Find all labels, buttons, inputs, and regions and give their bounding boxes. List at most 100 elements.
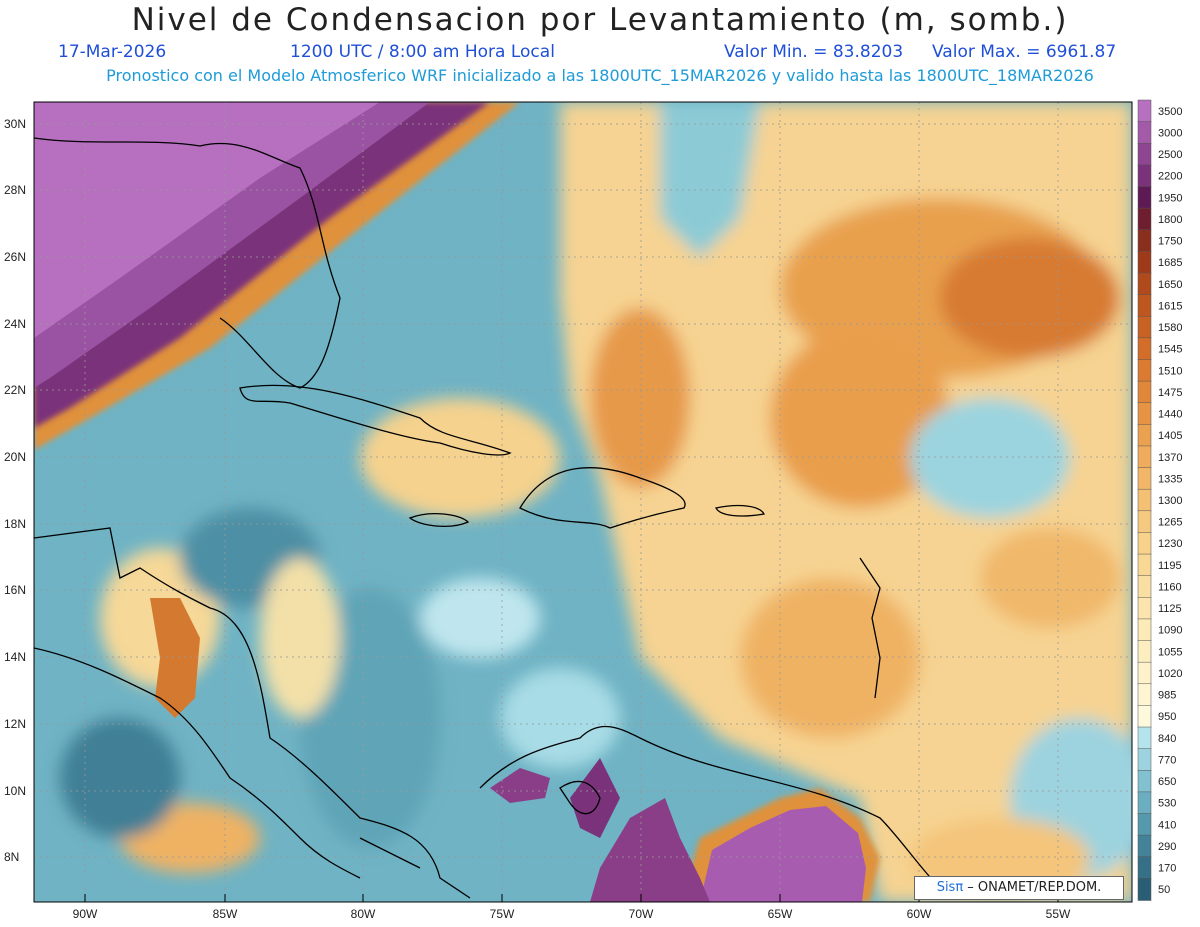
legend-label: 1750 <box>1158 236 1182 248</box>
legend-swatch <box>1137 488 1152 512</box>
legend-label: 770 <box>1158 754 1176 766</box>
northwest-high-lcl <box>34 102 520 450</box>
legend-swatch <box>1137 510 1152 534</box>
legend-label: 1615 <box>1158 300 1182 312</box>
legend-label: 1125 <box>1158 603 1182 615</box>
lon-label: 75W <box>490 907 515 918</box>
legend-label: 840 <box>1158 733 1176 745</box>
legend-swatch <box>1137 272 1152 296</box>
lat-labels: 30N 28N 26N 24N 22N 20N 18N 16N 14N 12N … <box>4 117 26 864</box>
map-title: Nivel de Condensacion por Levantamiento … <box>131 2 1069 38</box>
legend-label: 1230 <box>1158 538 1182 550</box>
min-value: Valor Min. = 83.8203 <box>724 42 904 62</box>
legend-swatch <box>1137 683 1152 707</box>
legend-label: 1265 <box>1158 517 1182 529</box>
legend-swatch <box>1137 618 1152 642</box>
lat-label: 30N <box>4 117 26 131</box>
legend-label: 1510 <box>1158 365 1182 377</box>
legend-swatch <box>1137 380 1152 404</box>
legend-swatch <box>1137 99 1152 123</box>
legend-label: 1335 <box>1158 473 1182 485</box>
lon-label: 85W <box>213 907 238 918</box>
legend-label: 3000 <box>1158 127 1182 139</box>
lat-label: 12N <box>4 717 26 731</box>
forecast-map: 30N 28N 26N 24N 22N 20N 18N 16N 14N 12N … <box>4 101 1133 918</box>
legend-swatch <box>1137 705 1152 728</box>
legend-swatch <box>1137 121 1152 144</box>
legend-label: 1440 <box>1158 409 1182 421</box>
lon-label: 65W <box>768 907 793 918</box>
south-high-lcl <box>150 598 880 902</box>
legend-label: 170 <box>1158 863 1176 875</box>
lat-label: 22N <box>4 383 26 397</box>
legend-label: 530 <box>1158 798 1176 810</box>
lat-label: 18N <box>4 517 26 531</box>
legend-label: 1020 <box>1158 668 1182 680</box>
legend-swatch <box>1137 251 1152 274</box>
map-frame <box>33 101 1133 903</box>
legend-label: 985 <box>1158 690 1176 702</box>
legend-swatch <box>1137 402 1152 426</box>
legend-label: 50 <box>1158 884 1170 896</box>
max-value: Valor Max. = 6961.87 <box>932 42 1117 62</box>
graticule <box>34 102 1132 902</box>
lon-label: 70W <box>629 907 654 918</box>
legend-swatch <box>1137 813 1152 836</box>
lon-label: 80W <box>351 907 376 918</box>
legend-swatch <box>1137 207 1152 231</box>
forecast-time: 1200 UTC / 8:00 am Hora Local <box>290 42 555 62</box>
legend-label: 1055 <box>1158 646 1182 658</box>
coastlines <box>34 137 941 899</box>
legend-label: 950 <box>1158 711 1176 723</box>
legend-label: 1090 <box>1158 625 1182 637</box>
lat-label: 10N <box>4 784 26 798</box>
legend-swatch <box>1137 229 1152 253</box>
legend-label: 1300 <box>1158 495 1182 507</box>
legend-label: 3500 <box>1158 106 1182 118</box>
legend-swatch <box>1137 661 1152 685</box>
legend-label: 290 <box>1158 841 1176 853</box>
lat-label: 14N <box>4 650 26 664</box>
legend-swatch <box>1137 315 1152 339</box>
lat-label: 16N <box>4 583 26 597</box>
legend-swatch <box>1137 294 1152 317</box>
legend-swatch <box>1137 164 1152 188</box>
legend-label: 1800 <box>1158 214 1182 226</box>
forecast-date: 17-Mar-2026 <box>58 42 167 62</box>
lcl-field <box>60 102 1132 902</box>
legend-swatch <box>1137 359 1152 382</box>
lon-label: 55W <box>1046 907 1071 918</box>
legend-swatch <box>1137 467 1152 490</box>
legend-swatch <box>1137 770 1152 793</box>
legend-swatch <box>1137 878 1152 901</box>
lat-label: 26N <box>4 250 26 264</box>
legend-label: 1195 <box>1158 560 1182 572</box>
legend-swatch <box>1137 186 1152 209</box>
legend-swatch <box>1137 142 1152 166</box>
legend-label: 650 <box>1158 776 1176 788</box>
legend-swatch <box>1137 337 1152 361</box>
legend-swatch <box>1137 553 1152 577</box>
legend-label: 1370 <box>1158 452 1182 464</box>
legend-swatch <box>1137 640 1152 663</box>
legend-label: 2500 <box>1158 149 1182 161</box>
legend-label: 410 <box>1158 819 1176 831</box>
legend-label: 1650 <box>1158 279 1182 291</box>
legend-swatch <box>1137 424 1152 447</box>
color-legend: 3500 3000 2500 2200 1950 1800 1750 1685 1650 1615… <box>1137 99 1182 901</box>
legend-swatch <box>1137 445 1152 469</box>
legend-swatch <box>1137 791 1152 815</box>
legend-swatch <box>1137 834 1152 858</box>
legend-swatch <box>1137 748 1152 772</box>
legend-label: 2200 <box>1158 171 1182 183</box>
legend-swatch <box>1137 532 1152 555</box>
legend-label: 1950 <box>1158 192 1182 204</box>
legend-label: 1545 <box>1158 344 1182 356</box>
legend-label: 1475 <box>1158 387 1182 399</box>
lat-label: 24N <box>4 317 26 331</box>
lon-labels: 90W 85W 80W 75W 70W 65W 60W 55W <box>73 907 1071 918</box>
legend-swatch <box>1137 856 1152 880</box>
legend-label: 1160 <box>1158 581 1182 593</box>
legend-swatch <box>1137 575 1152 599</box>
credit-brand: Sisπ <box>936 880 964 895</box>
